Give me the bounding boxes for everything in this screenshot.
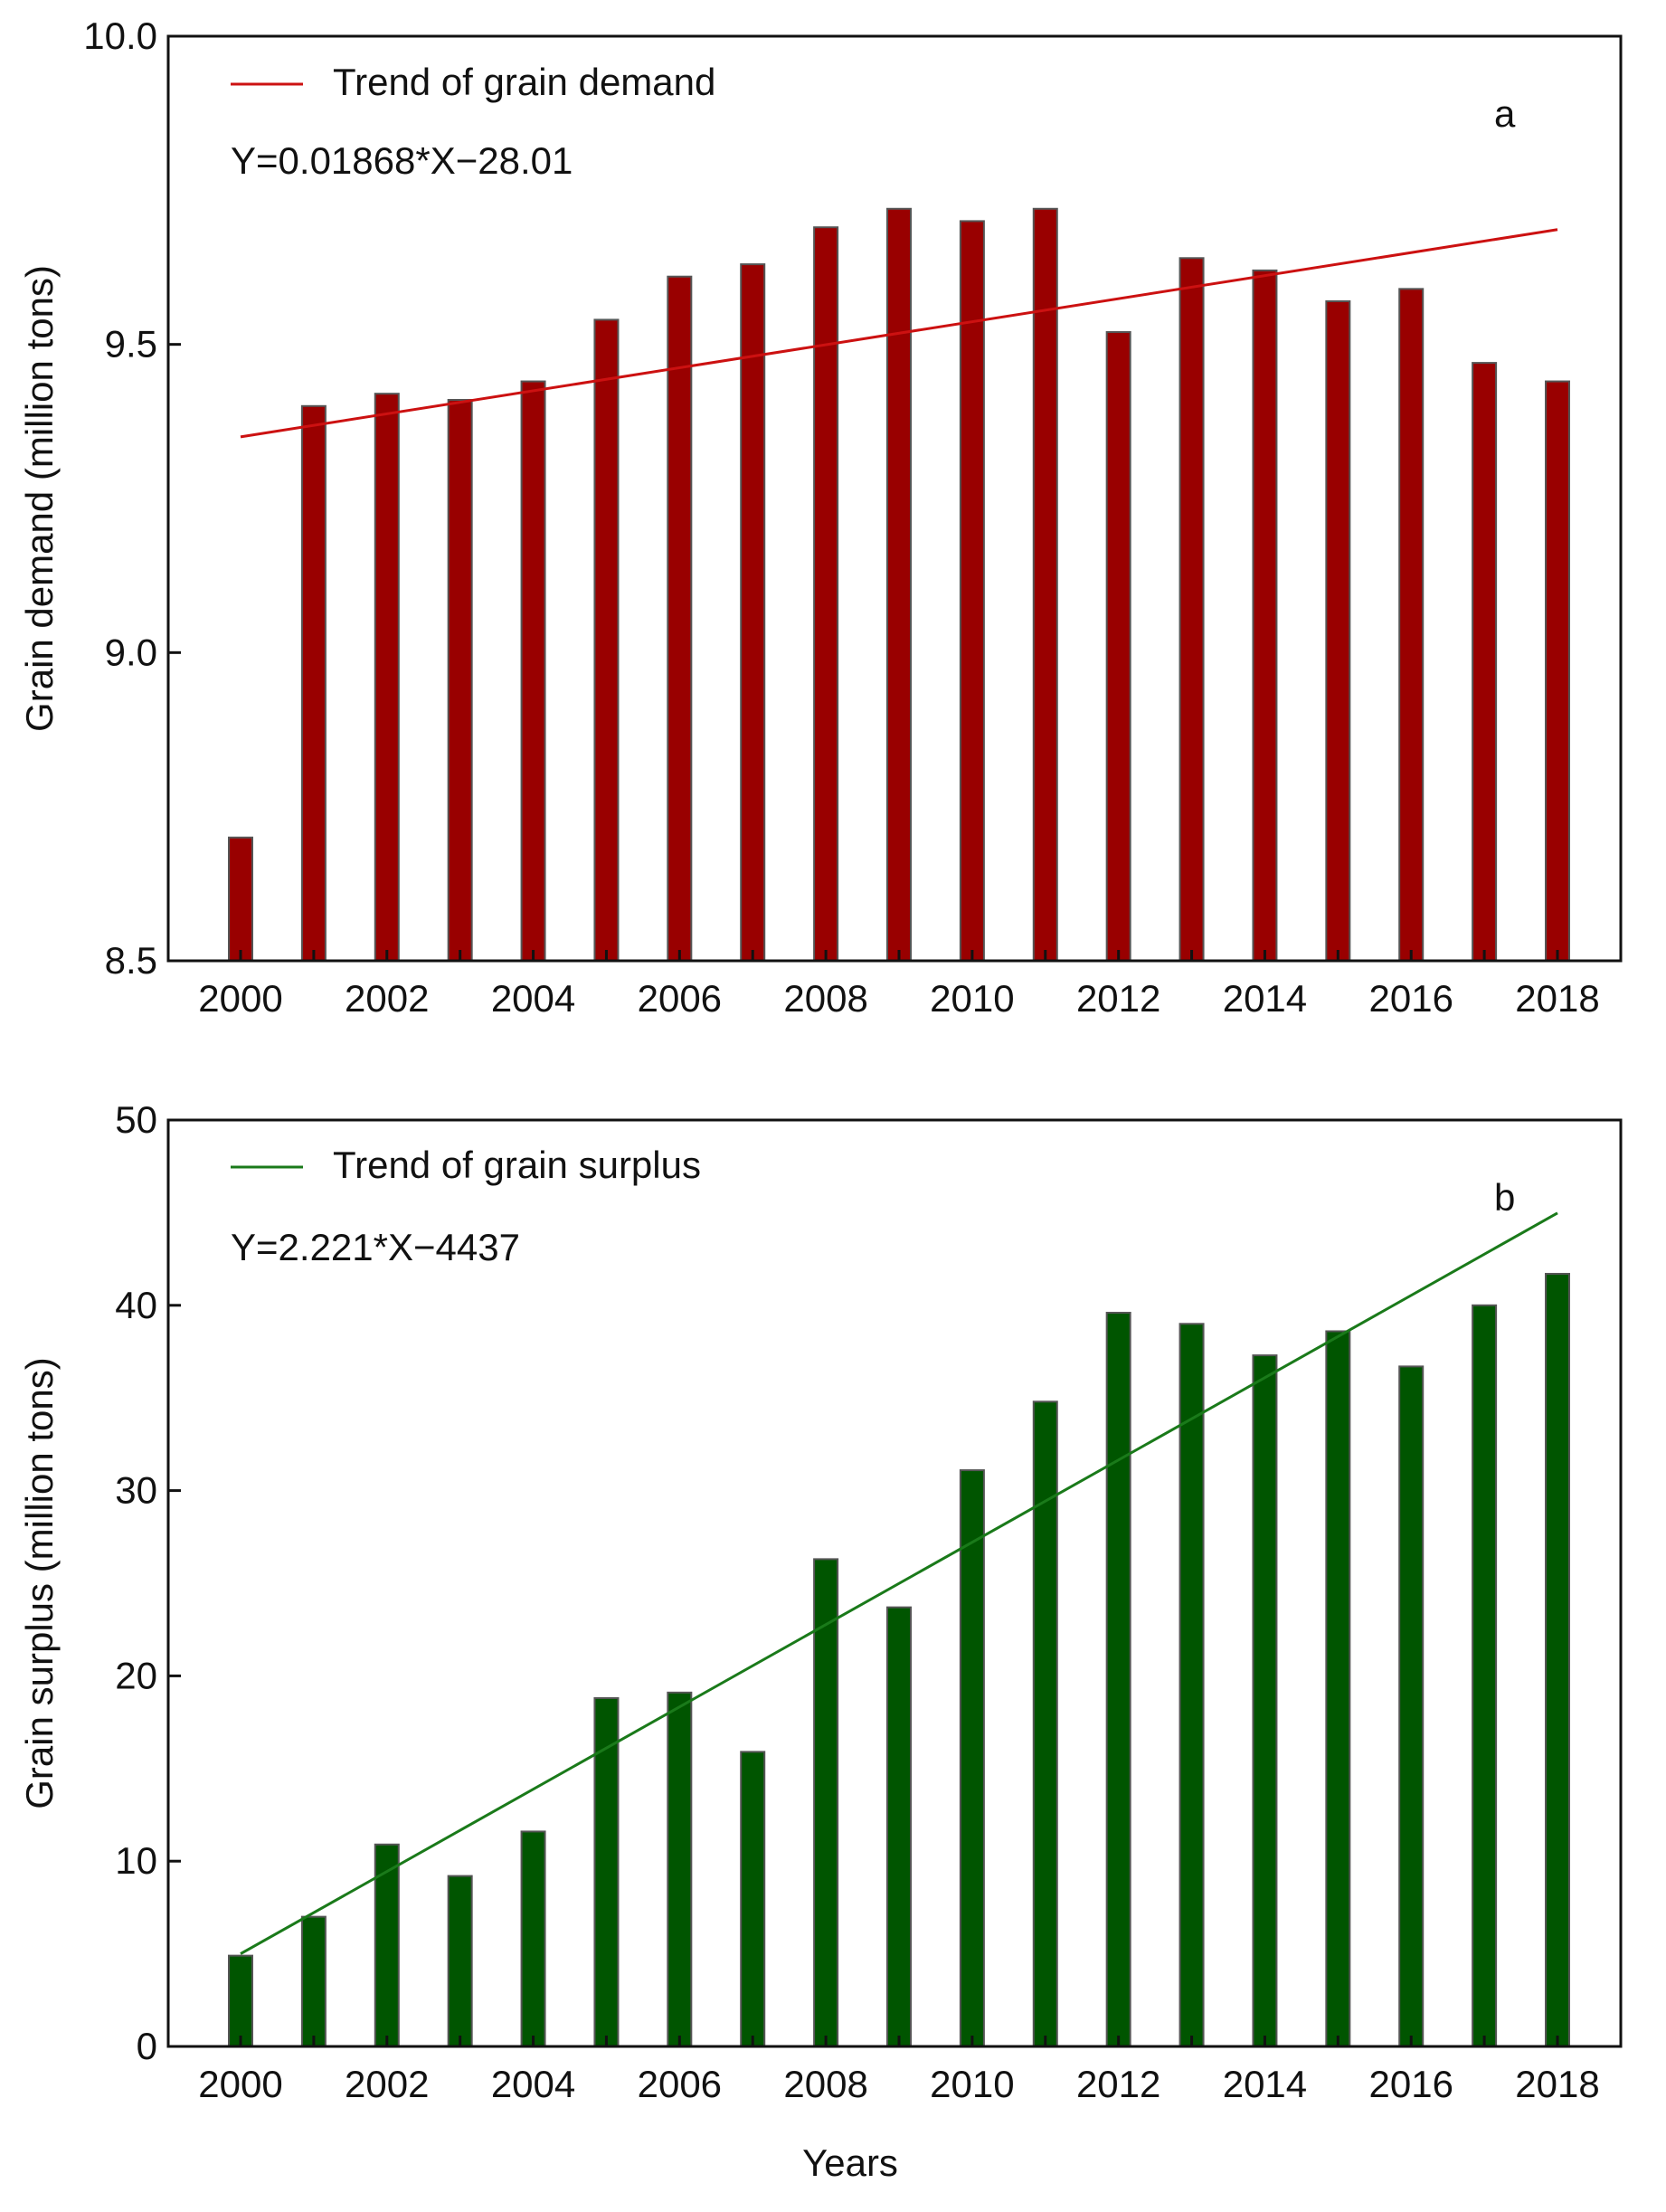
panel-letter: a	[1494, 92, 1516, 135]
trend-equation: Y=0.01868*X−28.01	[231, 139, 573, 182]
x-tick-label: 2010	[930, 2063, 1014, 2105]
plot-frame	[166, 34, 1623, 963]
bar-2001	[300, 1915, 327, 2047]
bar-2007	[740, 1751, 766, 2048]
bar-2013	[1179, 257, 1205, 962]
x-tick-label: 2016	[1369, 2063, 1453, 2105]
bar-2012	[1105, 331, 1131, 963]
x-tick-label: 2008	[783, 977, 867, 1020]
bar-2016	[1398, 1365, 1425, 2048]
bar-2018	[1545, 380, 1570, 962]
bar-2009	[886, 1606, 912, 2048]
bar-2002	[374, 393, 400, 962]
x-tick-label: 2000	[198, 977, 282, 1020]
x-tick-label: 2014	[1223, 2063, 1307, 2105]
y-axis-title: Grain demand (million tons)	[18, 265, 61, 732]
x-tick-label: 2008	[783, 2063, 867, 2105]
x-tick-label: 2016	[1369, 977, 1453, 1020]
trend-equation: Y=2.221*X−4437	[231, 1226, 520, 1268]
y-axis-title: Grain surplus (million tons)	[18, 1357, 61, 1809]
y-tick-label: 8.5	[105, 939, 157, 982]
x-tick-label: 2006	[638, 2063, 722, 2105]
bar-2018	[1545, 1272, 1570, 2047]
y-tick-label: 10	[115, 1839, 157, 1882]
panel-a-grain-demand: 8.5 9.0 9.5 10.0 2000 2002 2004 2006 2008 2010 201…	[18, 14, 1623, 1020]
bar-2012	[1105, 1311, 1131, 2047]
x-tick-label: 2006	[638, 977, 722, 1020]
bar-2013	[1179, 1323, 1205, 2047]
bar-2005	[593, 318, 620, 962]
bar-2000	[228, 1954, 253, 2047]
x-tick-label: 2002	[345, 977, 429, 1020]
bar-2005	[593, 1696, 620, 2047]
panel-b-grain-surplus: 0 10 20 30 40 50 2000 2002 2004 2006 2008 2010 2012 2…	[18, 1098, 1623, 2105]
x-axis-title: Years	[802, 2141, 898, 2184]
x-tick-label: 2018	[1515, 2063, 1599, 2105]
x-tick-label: 2012	[1076, 2063, 1160, 2105]
bar-2008	[813, 226, 839, 963]
y-tick-label: 30	[115, 1469, 157, 1512]
y-tick-label: 40	[115, 1284, 157, 1326]
bar-2007	[740, 263, 766, 962]
x-tick-label: 2004	[491, 2063, 575, 2105]
bar-2009	[886, 207, 912, 963]
bar-2010	[959, 220, 985, 962]
bar-2006	[667, 275, 693, 963]
y-tick-label: 0	[137, 2025, 157, 2067]
bar-2000	[228, 836, 253, 962]
bar-2010	[959, 1469, 985, 2047]
legend-label: Trend of grain demand	[333, 61, 715, 103]
bar-2008	[813, 1558, 839, 2047]
bar-2011	[1032, 1400, 1058, 2047]
bar-2011	[1032, 207, 1058, 963]
plot-frame	[166, 1118, 1623, 2048]
bar-2016	[1398, 288, 1425, 962]
y-tick-label: 20	[115, 1654, 157, 1696]
x-tick-label: 2000	[198, 2063, 282, 2105]
bar-2017	[1472, 1304, 1498, 2048]
bar-2014	[1252, 269, 1278, 962]
trend-line	[240, 228, 1558, 439]
y-tick-label: 10.0	[83, 14, 157, 57]
bar-2003	[447, 398, 473, 962]
trend-line	[240, 1211, 1558, 1955]
legend-label: Trend of grain surplus	[333, 1144, 701, 1186]
x-tick-label: 2010	[930, 977, 1014, 1020]
bar-2004	[520, 380, 546, 962]
bar-2015	[1325, 299, 1351, 962]
bar-2003	[447, 1875, 473, 2047]
x-tick-label: 2018	[1515, 977, 1599, 1020]
y-tick-label: 50	[115, 1098, 157, 1141]
y-tick-label: 9.5	[105, 323, 157, 366]
x-tick-label: 2004	[491, 977, 575, 1020]
bar-2004	[520, 1830, 546, 2047]
bar-2001	[300, 404, 327, 962]
x-tick-label: 2012	[1076, 977, 1160, 1020]
panel-letter: b	[1494, 1176, 1515, 1219]
x-tick-label: 2014	[1223, 977, 1307, 1020]
bar-2006	[667, 1691, 693, 2048]
y-tick-label: 9.0	[105, 631, 157, 673]
x-tick-label: 2002	[345, 2063, 429, 2105]
bar-2014	[1252, 1354, 1278, 2047]
bar-2015	[1325, 1330, 1351, 2048]
bar-2017	[1472, 362, 1498, 962]
